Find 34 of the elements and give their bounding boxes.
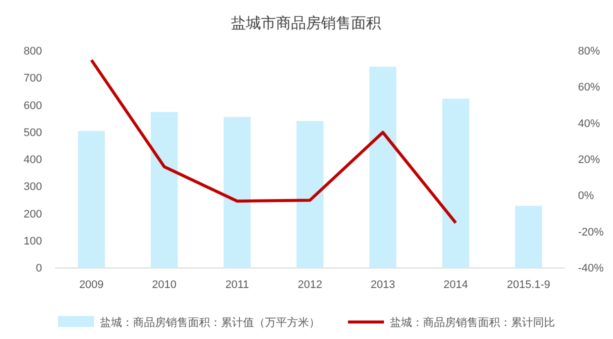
y2-tick-label: -40% <box>578 262 604 275</box>
x-tick-label: 2009 <box>79 278 104 291</box>
y-tick-label: 600 <box>24 100 42 112</box>
x-tick-label: 2014 <box>443 278 468 291</box>
y2-tick-label: 60% <box>578 82 600 94</box>
x-tick-label: 2011 <box>225 278 249 291</box>
y-tick-label: 500 <box>24 126 42 139</box>
legend-label: 盐城：商品房销售面积：累计同比 <box>390 316 555 329</box>
y-tick-label: 300 <box>24 181 42 194</box>
y2-tick-label: 80% <box>578 46 600 58</box>
x-tick-label: 2013 <box>370 278 396 291</box>
chart-title: 盐城市商品房销售面积 <box>231 14 381 32</box>
y2-tick-label: 40% <box>578 118 600 130</box>
x-tick-label: 2015.1-9 <box>506 278 550 291</box>
bar <box>369 66 396 268</box>
y-tick-label: 400 <box>24 154 42 166</box>
legend-label: 盐城：商品房销售面积：累计值（万平方米） <box>100 316 320 329</box>
y2-tick-label: -20% <box>578 226 604 238</box>
y-tick-label: 700 <box>24 72 42 85</box>
y2-tick-label: 0% <box>578 190 594 202</box>
bar <box>150 112 178 268</box>
y2-tick-label: 20% <box>578 154 600 166</box>
bar <box>515 206 542 268</box>
bar <box>442 98 470 268</box>
y-tick-label: 200 <box>24 208 42 220</box>
line-series <box>90 58 458 224</box>
y-tick-label: 800 <box>24 46 42 58</box>
y-tick-label: 0 <box>36 262 42 275</box>
x-tick-label: 2012 <box>298 278 322 291</box>
bar <box>78 131 105 268</box>
y-tick-label: 100 <box>24 235 42 248</box>
x-tick-label: 2010 <box>152 278 177 291</box>
bar <box>224 116 251 268</box>
bar <box>296 120 324 268</box>
